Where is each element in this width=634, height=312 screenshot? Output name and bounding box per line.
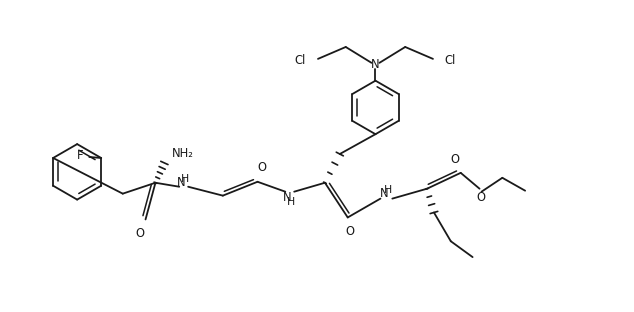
Text: O: O [476, 191, 485, 204]
Text: O: O [450, 154, 459, 167]
Text: N: N [283, 191, 292, 204]
Text: O: O [257, 161, 266, 174]
Text: N: N [371, 58, 380, 71]
Text: N: N [380, 187, 389, 200]
Text: Cl: Cl [295, 54, 306, 67]
Text: F: F [77, 149, 83, 163]
Text: O: O [135, 227, 144, 240]
Text: NH₂: NH₂ [172, 147, 194, 159]
Text: O: O [345, 225, 354, 238]
Text: H: H [181, 174, 190, 184]
Text: H: H [287, 197, 295, 207]
Text: H: H [384, 185, 392, 195]
Text: N: N [177, 176, 186, 189]
Text: Cl: Cl [445, 54, 456, 67]
